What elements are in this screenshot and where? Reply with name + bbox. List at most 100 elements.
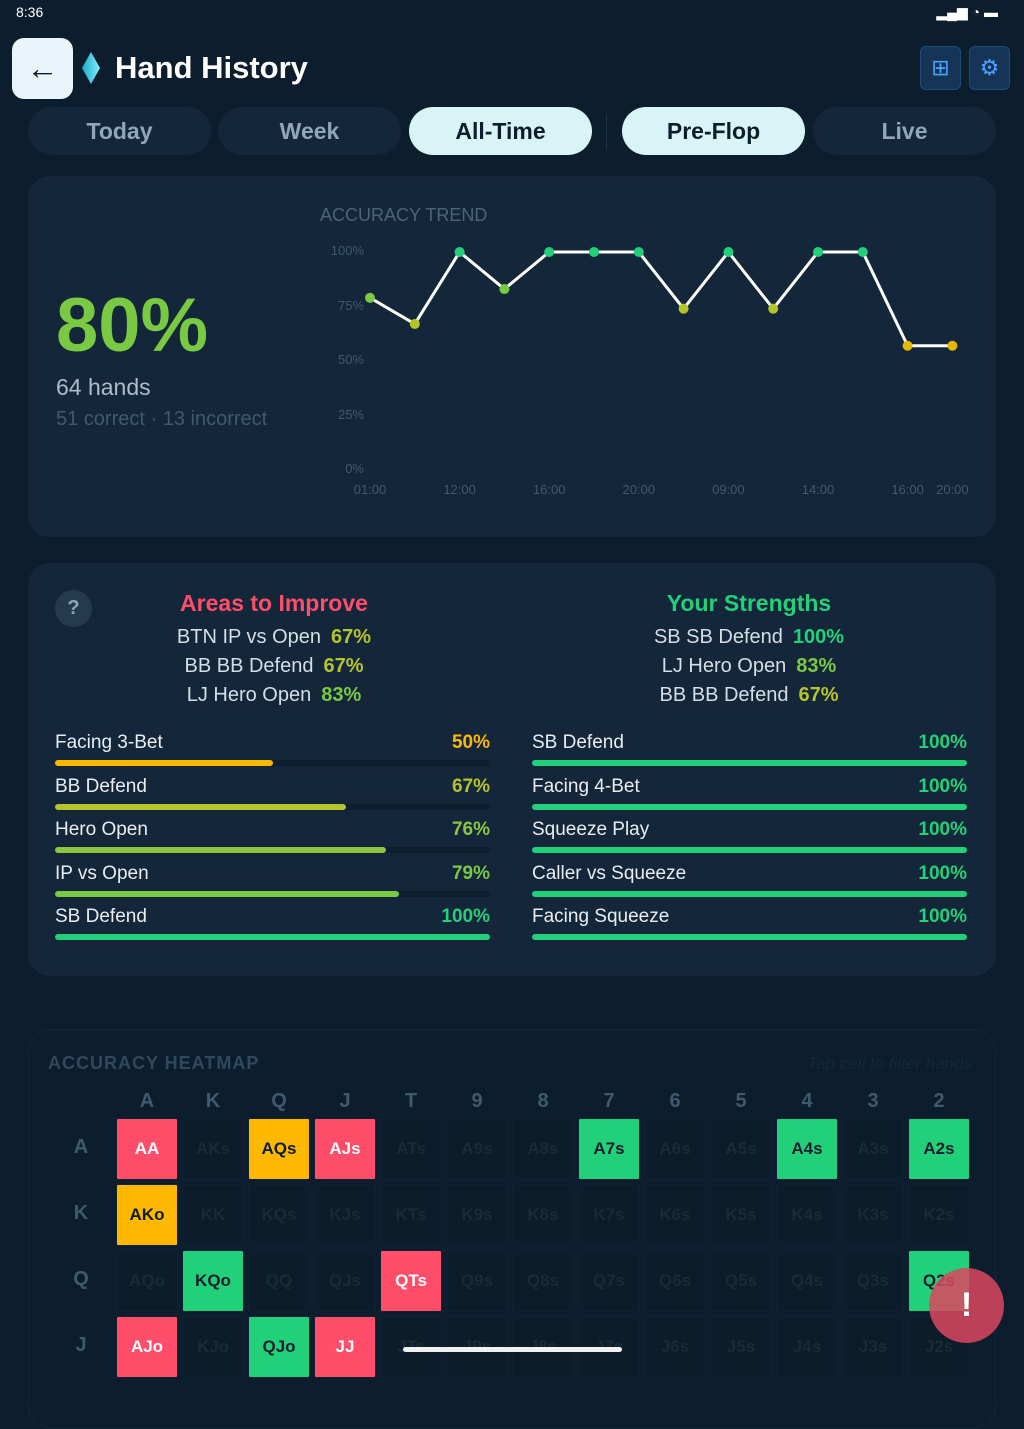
heatmap-cell[interactable]: J5s (710, 1316, 772, 1378)
trend-point[interactable] (678, 303, 689, 314)
heatmap-cell[interactable]: KK (182, 1184, 244, 1246)
heatmap-cell[interactable]: K5s (710, 1184, 772, 1246)
heatmap-cell[interactable]: A9s (446, 1118, 508, 1180)
progress-track (55, 890, 490, 897)
heatmap-cell[interactable]: A5s (710, 1118, 772, 1180)
heatmap-cell[interactable]: KJs (314, 1184, 376, 1246)
heatmap-cell[interactable]: A4s (776, 1118, 838, 1180)
heatmap-cell[interactable]: K6s (644, 1184, 706, 1246)
page-title: Hand History (115, 50, 308, 85)
improve-item: BTN IP vs Open 67% (74, 626, 474, 649)
trend-point[interactable] (902, 340, 913, 351)
category-bar[interactable]: BB Defend 67% (55, 776, 490, 810)
heatmap-cell[interactable]: Q4s (776, 1250, 838, 1312)
progress-fill (532, 760, 967, 766)
category-bar[interactable]: Hero Open 76% (55, 819, 490, 853)
trend-point[interactable] (768, 303, 779, 314)
category-bar[interactable]: Facing 4-Bet 100% (532, 776, 967, 810)
heatmap-cell[interactable]: ATs (380, 1118, 442, 1180)
trend-point[interactable] (857, 247, 868, 257)
heatmap-cell[interactable]: K4s (776, 1184, 838, 1246)
heatmap-cell[interactable]: Q7s (578, 1250, 640, 1312)
tab-pre-flop[interactable]: Pre-Flop (622, 107, 805, 155)
accuracy-card (28, 176, 996, 537)
heatmap-cell[interactable]: AQo (116, 1250, 178, 1312)
heatmap-cell[interactable]: KQs (248, 1184, 310, 1246)
category-label: BB Defend (55, 775, 147, 797)
heatmap-cell[interactable]: AKs (182, 1118, 244, 1180)
trend-point[interactable] (454, 247, 465, 257)
category-pct: 100% (918, 862, 967, 884)
category-bar[interactable]: Squeeze Play 100% (532, 819, 967, 853)
trend-point[interactable] (409, 318, 420, 329)
trend-point[interactable] (544, 247, 555, 257)
heatmap-cell[interactable]: QTs (380, 1250, 442, 1312)
trend-point[interactable] (499, 284, 510, 295)
heatmap-cell[interactable]: K7s (578, 1184, 640, 1246)
trend-point[interactable] (813, 247, 823, 257)
heatmap-cell[interactable]: AA (116, 1118, 178, 1180)
heatmap-cell[interactable]: Q3s (842, 1250, 904, 1312)
category-bar[interactable]: Caller vs Squeeze 100% (532, 863, 967, 897)
progress-track (532, 847, 967, 853)
heatmap-cell[interactable]: A6s (644, 1118, 706, 1180)
category-bar[interactable]: IP vs Open 79% (55, 863, 490, 897)
heatmap-cell[interactable]: AQs (248, 1118, 310, 1180)
heatmap-cell[interactable]: J6s (644, 1316, 706, 1378)
heatmap-cell[interactable]: AJs (314, 1118, 376, 1180)
x-tick-label: 09:00 (712, 482, 745, 497)
tab-all-time[interactable]: All-Time (409, 107, 592, 155)
back-button[interactable]: ← (12, 38, 73, 99)
settings-button[interactable]: ⚙ (969, 46, 1010, 90)
heatmap-cell[interactable]: KQo (182, 1250, 244, 1312)
heatmap-cell[interactable]: Q8s (512, 1250, 574, 1312)
category-bar[interactable]: Facing 3-Bet 50% (55, 732, 490, 766)
heatmap-cell[interactable]: KJo (182, 1316, 244, 1378)
heatmap-cell[interactable]: A2s (908, 1118, 970, 1180)
heatmap-row-label: A (73, 1136, 89, 1158)
trend-point[interactable] (947, 340, 958, 351)
category-pct: 100% (918, 775, 967, 797)
trend-point[interactable] (633, 247, 644, 257)
improve-item-pct: 67% (323, 655, 364, 677)
heatmap-cell[interactable]: K3s (842, 1184, 904, 1246)
progress-fill (55, 803, 347, 810)
heatmap-cell[interactable]: KTs (380, 1184, 442, 1246)
progress-track (532, 803, 967, 810)
tab-today[interactable]: Today (28, 107, 211, 155)
alert-fab[interactable]: ! (929, 1268, 1004, 1343)
heatmap-cell[interactable]: QJs (314, 1250, 376, 1312)
heatmap-cell[interactable]: Q9s (446, 1250, 508, 1312)
heatmap-cell[interactable]: QJo (248, 1316, 310, 1378)
home-indicator[interactable] (403, 1347, 622, 1352)
heatmap-cell[interactable]: K9s (446, 1184, 508, 1246)
trend-point[interactable] (365, 292, 375, 303)
heatmap-cell[interactable]: A8s (512, 1118, 574, 1180)
tab-week[interactable]: Week (218, 107, 401, 155)
heatmap-cell[interactable]: J4s (776, 1316, 838, 1378)
tab-live[interactable]: Live (813, 107, 996, 155)
category-label: SB Defend (55, 906, 147, 927)
heatmap-cell[interactable]: A3s (842, 1118, 904, 1180)
grid-view-button[interactable]: ⊞ (920, 46, 961, 90)
heatmap-cell[interactable]: K8s (512, 1184, 574, 1246)
category-bar[interactable]: SB Defend 100% (532, 732, 967, 766)
heatmap-cell[interactable]: QQ (248, 1250, 310, 1312)
trend-point[interactable] (723, 247, 734, 257)
heatmap-hint: Tap cell to filter hands (807, 1054, 972, 1073)
heatmap-cell[interactable]: J3s (842, 1316, 904, 1378)
help-button[interactable]: ? (55, 590, 92, 627)
heatmap-cell[interactable]: Q5s (710, 1250, 772, 1312)
progress-fill (532, 803, 967, 810)
heatmap-cell[interactable]: K2s (908, 1184, 970, 1246)
heatmap-cell[interactable]: Q6s (644, 1250, 706, 1312)
heatmap-cell[interactable]: AKo (116, 1184, 178, 1246)
heatmap-col-label: 7 (603, 1090, 615, 1112)
heatmap-cell[interactable]: AJo (116, 1316, 178, 1378)
category-bar[interactable]: SB Defend 100% (55, 906, 490, 940)
heatmap-cell[interactable]: JJ (314, 1316, 376, 1378)
heatmap-cell[interactable]: A7s (578, 1118, 640, 1180)
trend-point[interactable] (589, 247, 599, 257)
category-bar[interactable]: Facing Squeeze 100% (532, 906, 967, 940)
improve-item-name: BTN IP vs Open (176, 626, 322, 648)
